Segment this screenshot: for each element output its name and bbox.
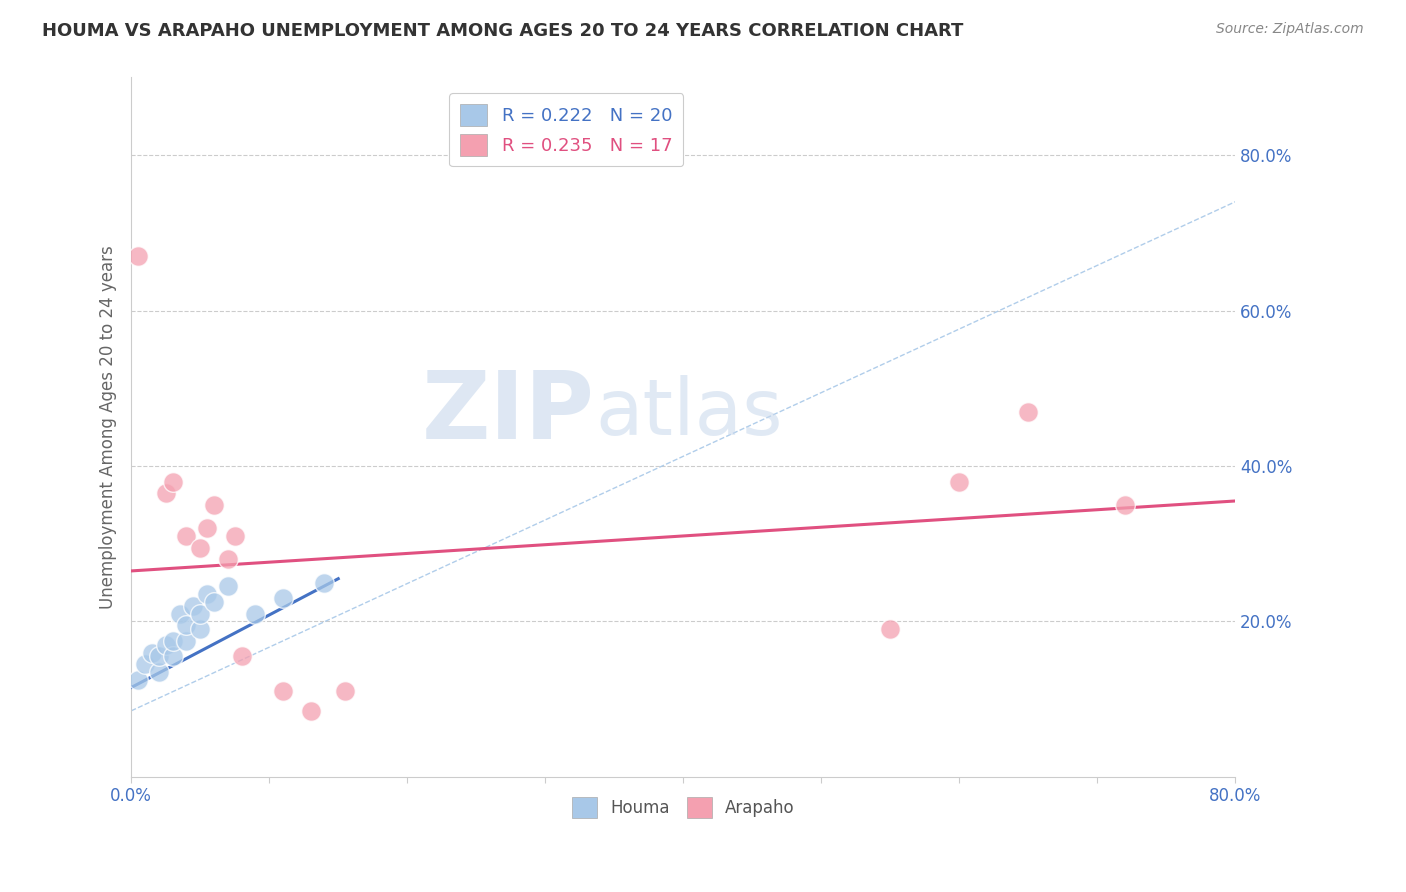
Point <box>169 607 191 621</box>
Point <box>176 529 198 543</box>
Point <box>333 684 356 698</box>
Point <box>1114 498 1136 512</box>
Point <box>271 591 294 606</box>
Point <box>141 646 163 660</box>
Point <box>183 599 205 613</box>
Point <box>202 498 225 512</box>
Point <box>127 673 149 687</box>
Point <box>314 575 336 590</box>
Point <box>188 607 211 621</box>
Point <box>299 704 322 718</box>
Point <box>176 633 198 648</box>
Y-axis label: Unemployment Among Ages 20 to 24 years: Unemployment Among Ages 20 to 24 years <box>100 245 117 609</box>
Point <box>148 649 170 664</box>
Point <box>148 665 170 679</box>
Text: ZIP: ZIP <box>422 368 595 459</box>
Point <box>162 633 184 648</box>
Point <box>195 587 218 601</box>
Point <box>879 622 901 636</box>
Point <box>224 529 246 543</box>
Point <box>245 607 267 621</box>
Point <box>231 649 253 664</box>
Point <box>202 595 225 609</box>
Point <box>188 541 211 555</box>
Point <box>948 475 970 489</box>
Point <box>176 618 198 632</box>
Text: atlas: atlas <box>595 376 782 451</box>
Point <box>271 684 294 698</box>
Point <box>155 638 177 652</box>
Point <box>134 657 156 672</box>
Legend: Houma, Arapaho: Houma, Arapaho <box>565 791 801 824</box>
Point <box>217 579 239 593</box>
Point <box>127 249 149 263</box>
Point <box>1017 404 1039 418</box>
Point <box>162 475 184 489</box>
Text: HOUMA VS ARAPAHO UNEMPLOYMENT AMONG AGES 20 TO 24 YEARS CORRELATION CHART: HOUMA VS ARAPAHO UNEMPLOYMENT AMONG AGES… <box>42 22 963 40</box>
Point <box>188 622 211 636</box>
Point <box>155 486 177 500</box>
Point <box>195 521 218 535</box>
Point <box>217 552 239 566</box>
Text: Source: ZipAtlas.com: Source: ZipAtlas.com <box>1216 22 1364 37</box>
Point <box>162 649 184 664</box>
